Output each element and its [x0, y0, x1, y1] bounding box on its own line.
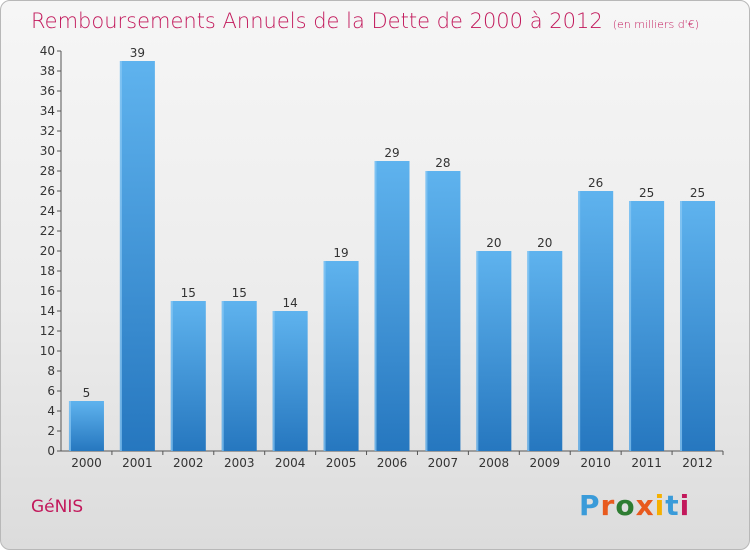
proxiti-logo[interactable]: Proxiti [579, 489, 690, 522]
logo-letter: x [635, 489, 655, 522]
bar-value-label: 20 [537, 236, 552, 250]
chart-title-text: Remboursements Annuels de la Dette de 20… [31, 9, 603, 33]
logo-letter: P [579, 489, 601, 522]
x-tick-label: 2008 [479, 456, 510, 470]
bar-2003[interactable] [221, 301, 257, 451]
bar-2011[interactable] [629, 201, 665, 451]
commune-name: GéNIS [31, 497, 84, 517]
bar-highlight [374, 161, 377, 451]
logo-letter: r [600, 489, 616, 522]
y-tick-label: 32 [40, 124, 55, 138]
x-tick-label: 2011 [631, 456, 662, 470]
bar-2010[interactable] [578, 191, 614, 451]
y-tick-label: 24 [40, 204, 55, 218]
bar-value-label: 14 [283, 296, 298, 310]
logo-letter: i [654, 489, 666, 522]
chart-axes: 0246810121416182022242628303234363840200… [40, 44, 724, 470]
bar-value-label: 26 [588, 176, 603, 190]
y-tick-label: 12 [40, 324, 55, 338]
bar-2006[interactable] [374, 161, 410, 451]
bar-value-label: 29 [384, 146, 399, 160]
y-tick-label: 36 [40, 84, 55, 98]
y-tick-label: 22 [40, 224, 55, 238]
bar-value-label: 39 [130, 46, 145, 60]
bar-highlight [221, 301, 224, 451]
y-tick-label: 38 [40, 64, 55, 78]
bar-2008[interactable] [476, 251, 512, 451]
bar-value-label: 20 [486, 236, 501, 250]
bar-highlight [170, 301, 173, 451]
x-tick-label: 2010 [580, 456, 611, 470]
x-tick-label: 2001 [122, 456, 153, 470]
y-tick-label: 30 [40, 144, 55, 158]
bar-highlight [476, 251, 479, 451]
y-tick-label: 34 [40, 104, 55, 118]
x-tick-label: 2007 [428, 456, 459, 470]
y-tick-label: 8 [47, 364, 55, 378]
bar-2007[interactable] [425, 171, 461, 451]
bar-2009[interactable] [527, 251, 563, 451]
bar-value-label: 28 [435, 156, 450, 170]
y-tick-label: 40 [40, 44, 55, 58]
bar-2012[interactable] [680, 201, 716, 451]
x-tick-label: 2002 [173, 456, 204, 470]
bar-highlight [272, 311, 275, 451]
bar-2001[interactable] [119, 61, 155, 451]
bar-value-label: 19 [333, 246, 348, 260]
y-tick-label: 20 [40, 244, 55, 258]
y-tick-label: 6 [47, 384, 55, 398]
bar-highlight [323, 261, 326, 451]
logo-letter: i [679, 489, 691, 522]
x-tick-label: 2005 [326, 456, 357, 470]
bar-value-label: 15 [181, 286, 196, 300]
bar-highlight [425, 171, 428, 451]
x-tick-label: 2006 [377, 456, 408, 470]
x-tick-label: 2003 [224, 456, 255, 470]
bar-highlight [680, 201, 683, 451]
bar-value-label: 25 [639, 186, 654, 200]
y-tick-label: 16 [40, 284, 55, 298]
bar-highlight [119, 61, 122, 451]
chart-subtitle: (en milliers d'€) [612, 18, 699, 31]
x-tick-label: 2009 [529, 456, 560, 470]
y-tick-label: 10 [40, 344, 55, 358]
bar-highlight [527, 251, 530, 451]
y-tick-label: 4 [47, 404, 55, 418]
y-tick-label: 14 [40, 304, 55, 318]
logo-letter: o [615, 489, 636, 522]
y-tick-label: 28 [40, 164, 55, 178]
bar-value-label: 25 [690, 186, 705, 200]
bar-2005[interactable] [323, 261, 359, 451]
y-tick-label: 0 [47, 444, 55, 458]
bar-highlight [578, 191, 581, 451]
x-tick-label: 2012 [682, 456, 713, 470]
bar-2002[interactable] [170, 301, 206, 451]
bar-highlight [629, 201, 632, 451]
chart-bars: 5 39 15 15 14 19 29 28 20 20 26 25 25 [68, 46, 716, 451]
bar-value-label: 5 [83, 386, 91, 400]
bar-2000[interactable] [68, 401, 104, 451]
y-tick-label: 26 [40, 184, 55, 198]
y-tick-label: 18 [40, 264, 55, 278]
chart-title: Remboursements Annuels de la Dette de 20… [31, 9, 699, 33]
x-tick-label: 2000 [71, 456, 102, 470]
bar-2004[interactable] [272, 311, 308, 451]
y-tick-label: 2 [47, 424, 55, 438]
logo-letter: t [665, 489, 680, 522]
bar-highlight [68, 401, 71, 451]
bar-value-label: 15 [232, 286, 247, 300]
x-tick-label: 2004 [275, 456, 306, 470]
